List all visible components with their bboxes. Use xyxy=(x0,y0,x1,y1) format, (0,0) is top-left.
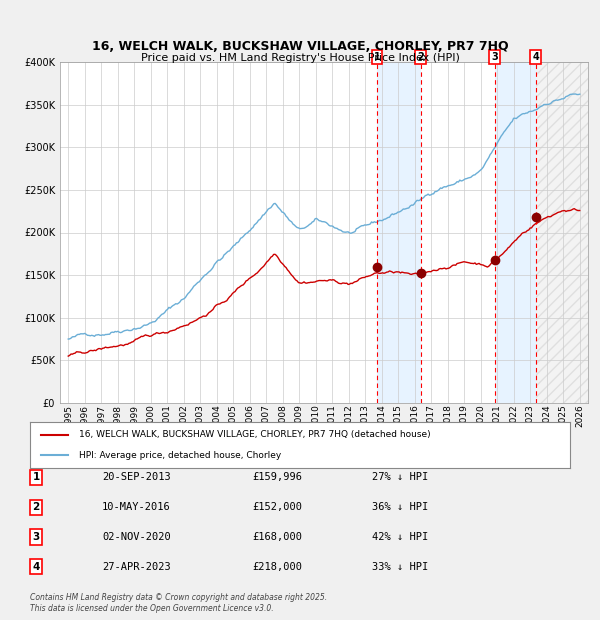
Text: 27-APR-2023: 27-APR-2023 xyxy=(102,562,171,572)
Text: 33% ↓ HPI: 33% ↓ HPI xyxy=(372,562,428,572)
Text: £152,000: £152,000 xyxy=(252,502,302,512)
Text: 36% ↓ HPI: 36% ↓ HPI xyxy=(372,502,428,512)
Bar xyxy=(494,62,536,403)
Text: HPI: Average price, detached house, Chorley: HPI: Average price, detached house, Chor… xyxy=(79,451,281,459)
Text: 2: 2 xyxy=(418,52,424,62)
Text: 16, WELCH WALK, BUCKSHAW VILLAGE, CHORLEY, PR7 7HQ: 16, WELCH WALK, BUCKSHAW VILLAGE, CHORLE… xyxy=(92,40,508,53)
Text: Price paid vs. HM Land Registry's House Price Index (HPI): Price paid vs. HM Land Registry's House … xyxy=(140,53,460,63)
Text: 02-NOV-2020: 02-NOV-2020 xyxy=(102,532,171,542)
Text: Contains HM Land Registry data © Crown copyright and database right 2025.
This d: Contains HM Land Registry data © Crown c… xyxy=(30,593,327,613)
Bar xyxy=(536,62,588,403)
Text: 1: 1 xyxy=(374,52,380,62)
Text: 1: 1 xyxy=(32,472,40,482)
Text: 4: 4 xyxy=(32,562,40,572)
Text: 42% ↓ HPI: 42% ↓ HPI xyxy=(372,532,428,542)
Text: 20-SEP-2013: 20-SEP-2013 xyxy=(102,472,171,482)
Text: 3: 3 xyxy=(491,52,498,62)
Text: 3: 3 xyxy=(32,532,40,542)
Text: 27% ↓ HPI: 27% ↓ HPI xyxy=(372,472,428,482)
Text: £159,996: £159,996 xyxy=(252,472,302,482)
Text: 16, WELCH WALK, BUCKSHAW VILLAGE, CHORLEY, PR7 7HQ (detached house): 16, WELCH WALK, BUCKSHAW VILLAGE, CHORLE… xyxy=(79,430,430,439)
Text: 10-MAY-2016: 10-MAY-2016 xyxy=(102,502,171,512)
Text: 2: 2 xyxy=(32,502,40,512)
Bar xyxy=(377,62,421,403)
Bar xyxy=(536,62,588,403)
Text: 4: 4 xyxy=(532,52,539,62)
Text: £218,000: £218,000 xyxy=(252,562,302,572)
Text: £168,000: £168,000 xyxy=(252,532,302,542)
